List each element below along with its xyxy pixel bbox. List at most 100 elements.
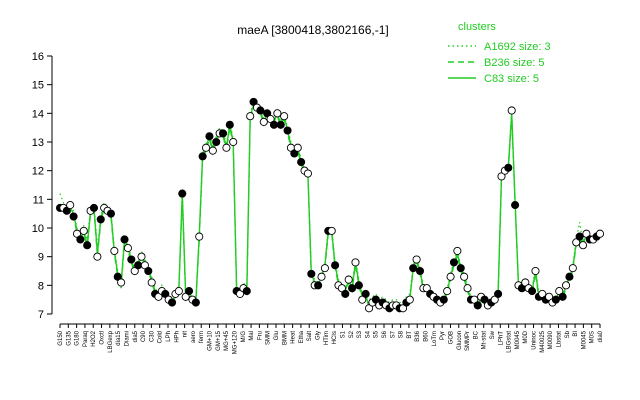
x-tick-label: Glucon — [457, 331, 463, 350]
data-point — [127, 255, 136, 264]
x-tick-label: S4 — [365, 330, 371, 338]
data-point — [443, 287, 452, 296]
x-tick-label: M0045 — [581, 330, 587, 349]
data-point — [198, 152, 207, 161]
data-point — [147, 278, 156, 287]
data-point — [185, 287, 194, 296]
data-point — [409, 264, 418, 273]
x-tick-label: MG+45 — [224, 330, 230, 351]
data-point — [123, 244, 132, 253]
data-point — [568, 264, 577, 273]
x-tick-label: Fru — [257, 331, 263, 340]
data-point — [283, 126, 292, 135]
legend-label-a1692: A1692 size: 3 — [484, 41, 551, 53]
data-point — [79, 226, 88, 235]
data-point — [201, 143, 211, 152]
data-point — [174, 287, 183, 296]
x-tick-label: MG+120 — [232, 330, 238, 354]
data-point — [273, 109, 282, 118]
y-tick-label: 8 — [38, 280, 44, 292]
x-tick-label: M0D — [523, 330, 529, 343]
data-point — [110, 246, 119, 255]
data-point — [551, 295, 560, 304]
y-tick-label: 15 — [32, 80, 44, 92]
x-tick-label: BMM — [282, 331, 288, 345]
data-point — [565, 272, 574, 281]
chart-title: maeA [3800418,3802166,-1] — [237, 23, 388, 37]
series-line-dashed — [59, 106, 601, 310]
plot-area: 7 8 9 10 11 12 13 14 15 16 G150 G135 G180 Paraq H2O2 O… — [32, 51, 605, 354]
y-tick-label: 12 — [32, 166, 44, 178]
data-point — [208, 146, 217, 155]
x-tick-label: G135 — [66, 330, 72, 345]
data-point — [307, 269, 316, 278]
x-tick-label: GM+10 — [208, 330, 214, 351]
x-tick-label: B36 — [415, 330, 421, 341]
data-point — [137, 252, 146, 261]
data-point — [314, 281, 323, 290]
x-tick-label: dia15 — [116, 330, 122, 345]
x-tick-label: LBGstat — [507, 331, 513, 353]
data-point — [348, 284, 357, 293]
data-point — [473, 301, 482, 310]
x-tick-label: S5 — [374, 330, 380, 338]
data-point — [229, 137, 238, 147]
x-tick-label: GOB — [448, 331, 454, 344]
x-tick-label: Sw — [490, 330, 496, 339]
x-tick-label: Salt — [307, 331, 313, 342]
data-point — [144, 266, 153, 276]
x-tick-label: Etha — [299, 330, 305, 343]
data-point — [225, 120, 234, 129]
data-point — [117, 278, 126, 287]
x-tick-label: aero — [191, 330, 197, 343]
legend-label-b236: B236 size: 5 — [484, 57, 545, 69]
data-point — [303, 169, 312, 178]
data-point — [168, 298, 177, 307]
x-tick-label: C90 — [141, 330, 147, 342]
data-point — [449, 258, 459, 267]
data-point — [134, 261, 143, 270]
data-point — [575, 232, 584, 241]
x-tick-label: ferm — [199, 331, 205, 343]
x-tick-label: Lbstat — [556, 331, 562, 348]
data-point — [280, 112, 289, 121]
data-point — [439, 295, 448, 304]
x-tick-label: Pyr — [440, 331, 446, 340]
data-point — [218, 129, 228, 138]
data-point — [344, 275, 353, 284]
data-point — [69, 212, 78, 221]
x-tick-label: BC — [473, 330, 479, 339]
data-point — [66, 201, 75, 210]
data-point — [96, 215, 105, 224]
y-tick-label: 9 — [38, 252, 44, 264]
x-tick-label: GM+15 — [216, 330, 222, 351]
data-point — [558, 292, 567, 301]
y-tick-label: 10 — [32, 223, 44, 235]
data-point — [242, 287, 251, 296]
legend-title: clusters — [458, 21, 496, 33]
data-point — [405, 295, 414, 304]
data-point — [120, 235, 129, 244]
x-tick-label: M0S — [590, 331, 596, 343]
x-tick-label: S1 — [340, 330, 346, 338]
data-point — [331, 261, 340, 270]
x-tick-label: M0090 — [548, 330, 554, 349]
x-tick-label: G180 — [75, 330, 81, 345]
data-point — [494, 289, 503, 298]
data-point — [195, 232, 204, 241]
data-point — [561, 281, 571, 290]
x-tick-label: SMM — [266, 331, 272, 345]
data-point — [212, 137, 221, 147]
x-tick-label: Paraq — [83, 331, 89, 347]
data-point — [453, 246, 462, 255]
data-point — [293, 143, 302, 152]
x-tick-label: LBGexp — [108, 330, 114, 352]
data-point — [351, 258, 360, 267]
x-tick-label: HTim — [324, 331, 330, 345]
x-tick-label: H2O2 — [91, 330, 97, 346]
y-tick-label: 16 — [32, 51, 44, 63]
x-tick-label: S2 — [349, 330, 355, 338]
data-point — [511, 201, 520, 210]
y-tick-label: 14 — [32, 108, 44, 120]
x-tick-label: S8 — [399, 330, 405, 338]
